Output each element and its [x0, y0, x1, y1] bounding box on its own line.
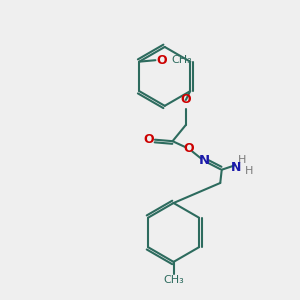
Text: CH₃: CH₃ — [163, 275, 184, 285]
Text: H: H — [238, 155, 246, 165]
Text: H: H — [245, 166, 253, 176]
Text: O: O — [181, 93, 191, 106]
Text: N: N — [199, 154, 210, 167]
Text: O: O — [157, 54, 167, 67]
Text: O: O — [183, 142, 194, 155]
Text: O: O — [143, 133, 154, 146]
Text: N: N — [231, 161, 242, 174]
Text: CH₃: CH₃ — [172, 55, 192, 65]
